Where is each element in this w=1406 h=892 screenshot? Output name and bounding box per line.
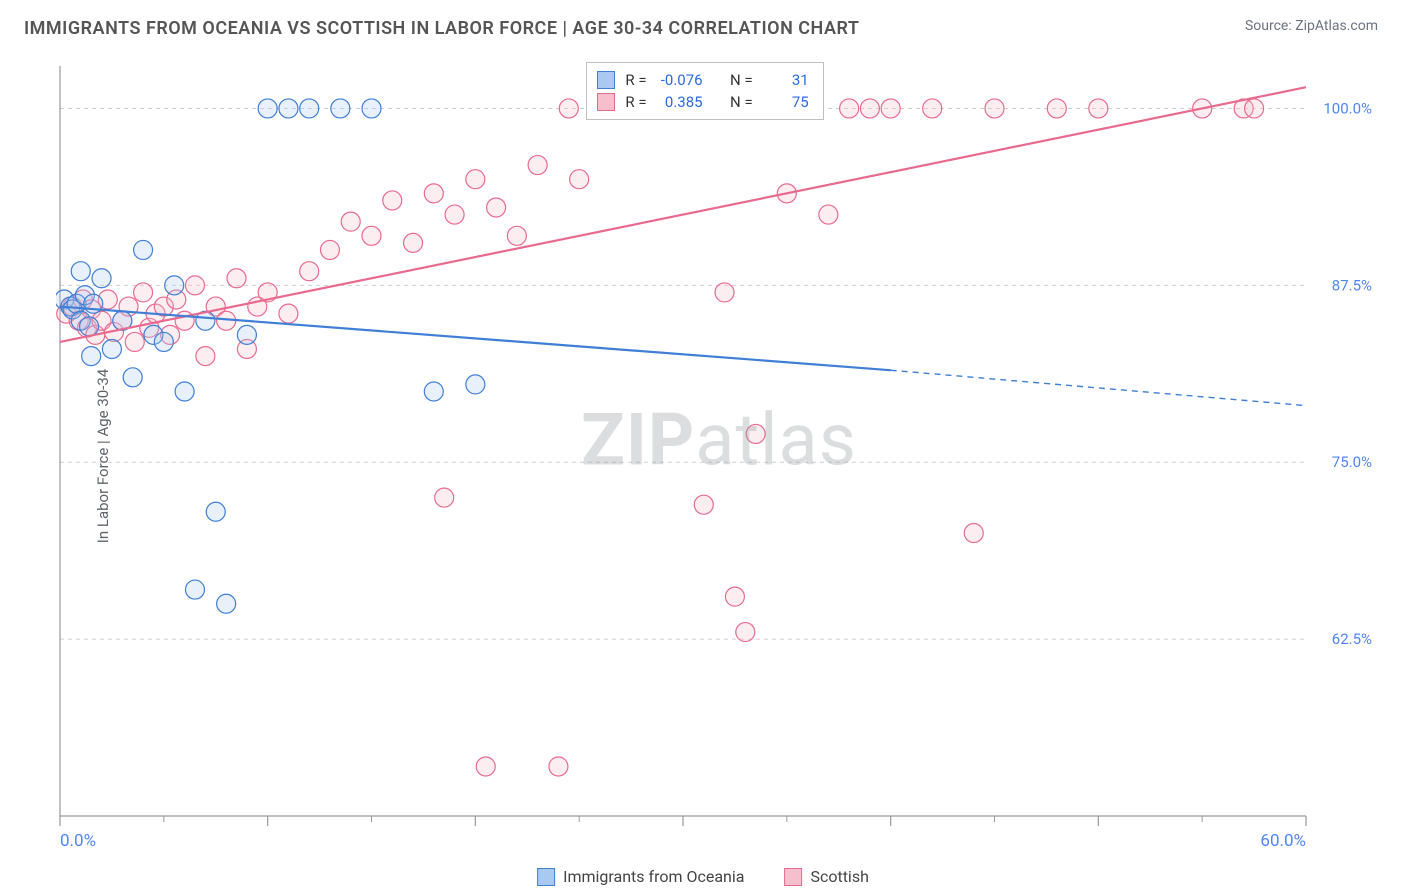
scatter-plot-svg: 62.5% 75.0% 87.5% 100.0% 0.0% 60.0% [56, 56, 1382, 856]
series-b-swatch [597, 93, 615, 111]
svg-text:75.0%: 75.0% [1332, 453, 1372, 471]
legend-label-b: Scottish [810, 867, 868, 886]
series-a-r-value: -0.076 [657, 69, 703, 91]
svg-text:62.5%: 62.5% [1332, 630, 1372, 648]
series-b-r-value: 0.385 [657, 91, 703, 113]
stats-legend-box: R = -0.076 N = 31 R = 0.385 N = 75 [586, 62, 823, 120]
stats-row-b: R = 0.385 N = 75 [597, 91, 808, 113]
correlation-chart: In Labor Force | Age 30-34 62.5% 75.0% 87.… [56, 56, 1382, 856]
y-axis-label: In Labor Force | Age 30-34 [94, 369, 112, 543]
legend-label-a: Immigrants from Oceania [563, 867, 744, 886]
svg-text:0.0%: 0.0% [60, 831, 96, 851]
series-a-n-value: 31 [763, 69, 809, 91]
legend-swatch-b [784, 868, 802, 886]
source-label: Source: ZipAtlas.com [1245, 18, 1378, 34]
bottom-legend: Immigrants from Oceania Scottish [537, 867, 869, 886]
legend-item-b: Scottish [784, 867, 868, 886]
svg-text:87.5%: 87.5% [1332, 276, 1372, 294]
r-label: R = [625, 69, 646, 91]
n-label: N = [730, 91, 753, 113]
n-label: N = [730, 69, 753, 91]
series-a-swatch [597, 71, 615, 89]
series-b-n-value: 75 [763, 91, 809, 113]
legend-swatch-a [537, 868, 555, 886]
legend-item-a: Immigrants from Oceania [537, 867, 744, 886]
svg-text:60.0%: 60.0% [1260, 831, 1306, 851]
page-title: IMMIGRANTS FROM OCEANIA VS SCOTTISH IN L… [24, 18, 859, 39]
svg-text:100.0%: 100.0% [1323, 99, 1372, 117]
stats-row-a: R = -0.076 N = 31 [597, 69, 808, 91]
r-label: R = [625, 91, 646, 113]
